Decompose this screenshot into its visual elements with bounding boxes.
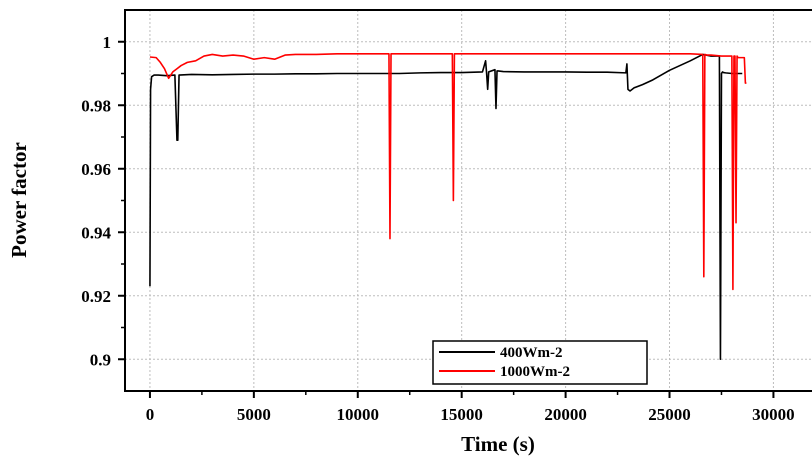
x-axis-title: Time (s) [461, 432, 535, 456]
x-tick-label: 20000 [544, 405, 587, 424]
series-line-0 [149, 53, 743, 361]
legend-label-1000: 1000Wm-2 [500, 364, 570, 380]
axis-ticks [118, 40, 775, 398]
y-tick-label: 1 [103, 33, 112, 52]
legend: 400Wm-2 1000Wm-2 [432, 340, 648, 385]
x-tick-label: 10000 [337, 405, 380, 424]
grid-lines [125, 10, 812, 391]
legend-box [432, 340, 648, 385]
y-tick-label: 0.92 [81, 287, 111, 306]
y-tick-label: 0.96 [81, 160, 111, 179]
series-layer [149, 53, 747, 361]
y-axis-title: Power factor [7, 142, 31, 258]
y-tick-label: 0.9 [90, 350, 111, 369]
y-tick-label: 0.94 [81, 223, 111, 242]
y-tick-label: 0.98 [81, 96, 111, 115]
plot-frame [124, 9, 812, 392]
x-tick-label: 25000 [648, 405, 691, 424]
axis-tick-labels: 0.9 0.92 0.94 0.96 0.98 1 0 5000 10000 15000 20000… [81, 33, 794, 424]
x-tick-label: 30000 [752, 405, 795, 424]
x-tick-label: 5000 [237, 405, 271, 424]
x-tick-label: 15000 [440, 405, 483, 424]
series-line-1 [149, 53, 747, 291]
x-tick-label: 0 [146, 405, 155, 424]
legend-label-400: 400Wm-2 [500, 345, 563, 361]
